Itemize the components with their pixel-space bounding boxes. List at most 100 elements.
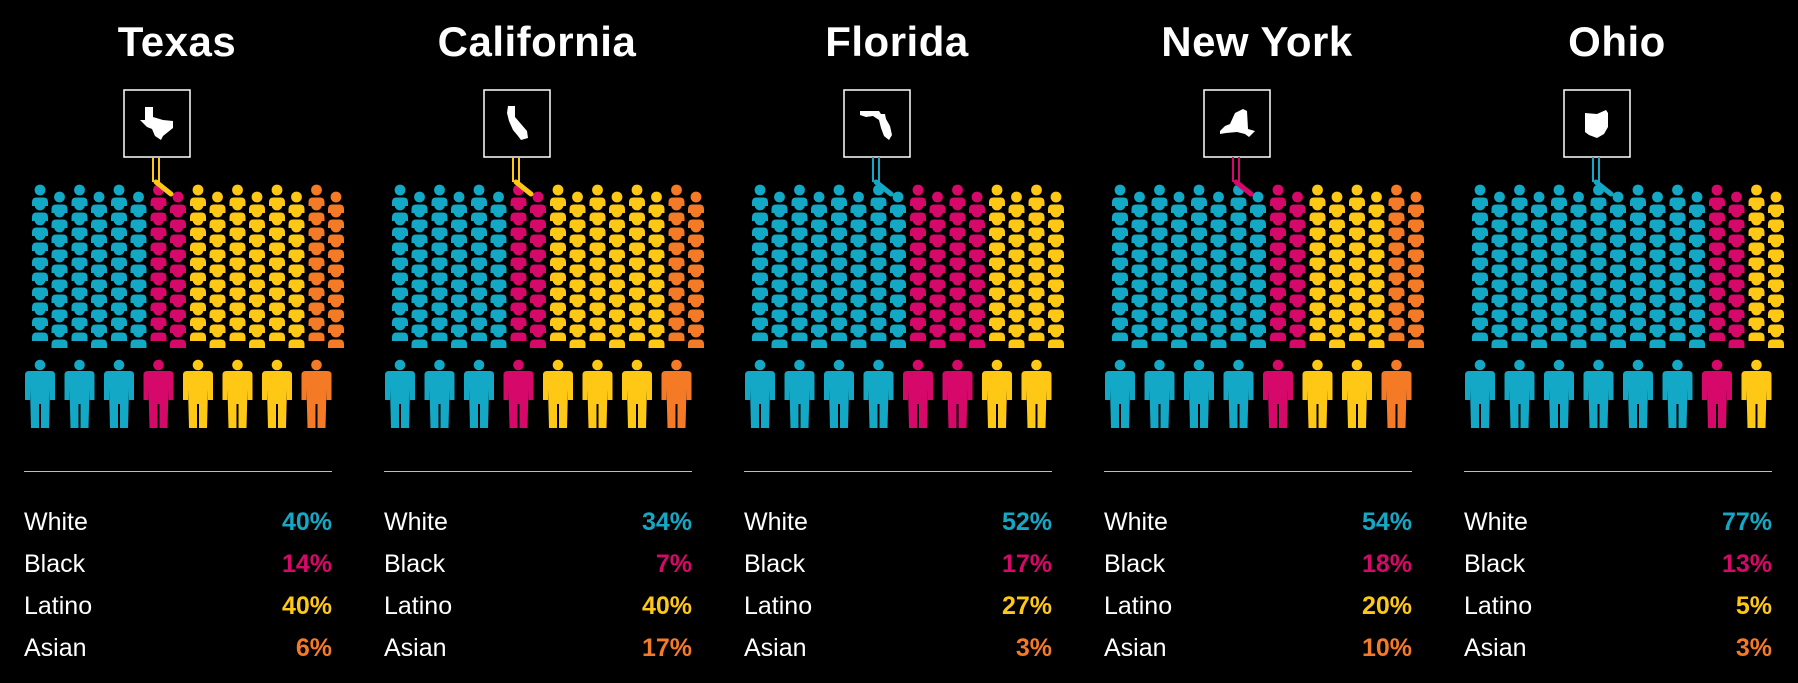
crowd-rows [32,184,344,348]
crowd-figure [451,326,467,348]
category-label: Black [24,550,86,578]
percentage-value: 18% [1361,550,1412,578]
person-figure [104,359,134,428]
crowd-figure [1270,319,1286,341]
person-figure [1021,359,1052,428]
crowd-figure [589,319,606,341]
stat-row-black: Black 13% [1464,550,1772,584]
stat-row-latino: Latino 5% [1464,592,1772,626]
person-figure [143,359,174,428]
person-figure [1263,359,1293,428]
crowd-figure [1289,326,1306,348]
crowd-figure [1630,319,1646,341]
stat-row-asian: Asian 17% [384,634,692,668]
percentage-value: 3% [1015,634,1052,662]
person-figure [1623,359,1653,428]
category-label: White [384,508,448,536]
category-label: White [744,508,808,536]
crowd-figure [949,319,966,341]
person-figure [543,359,573,428]
category-label: Asian [1464,634,1527,662]
percentage-value: 7% [655,550,692,578]
crowd-rows [752,184,1064,348]
crowd-figure [328,326,344,348]
crowd-figure [471,319,487,341]
stat-row-latino: Latino 27% [744,592,1052,626]
person-figure [1184,359,1214,428]
crowd-figure [629,319,645,341]
state-panel-california: California White 34% Black 7% Latino 40% Asian 1… [382,0,704,683]
state-panel-texas: Texas White 40% Black 14% Latino 40% Asian 6% [22,0,344,683]
person-figure [942,359,973,428]
crowd-figure [771,326,788,348]
stat-row-asian: Asian 10% [1104,634,1412,668]
divider [384,471,692,472]
person-figure [863,359,894,428]
crowd-pictograph [1105,89,1424,428]
crowd-figure [249,326,265,348]
crowd-figure [1551,319,1567,341]
crowd-figure [1388,319,1405,341]
person-figure [1342,359,1372,428]
person-figure [1381,359,1412,428]
crowd-figure [1669,319,1686,341]
crowd-figure [569,326,586,348]
stat-row-latino: Latino 40% [384,592,692,626]
crowd-pictograph [1465,89,1784,428]
category-label: White [24,508,88,536]
state-title: Ohio [1568,18,1666,65]
stat-row-white: White 77% [1464,508,1772,542]
category-label: Latino [1464,592,1533,620]
state-sign [843,89,911,197]
crowd-figure [1028,319,1045,341]
percentage-value: 3% [1735,634,1772,662]
percentage-value: 77% [1721,508,1772,536]
crowd-figure [209,326,226,348]
crowd-figure [1048,326,1064,348]
crowd-figure [811,326,827,348]
front-row-figures [385,359,692,428]
category-label: Asian [744,634,807,662]
crowd-figure [1511,319,1528,341]
crowd-figure [1472,319,1488,341]
person-figure [464,359,494,428]
crowd-figure [1531,326,1547,348]
person-figure [582,359,613,428]
california-outline-icon [507,106,528,140]
crowd-figure [1131,326,1148,348]
stat-row-white: White 40% [24,508,332,542]
crowd-rows [1472,184,1784,348]
percentage-value: 54% [1361,508,1412,536]
front-row-figures [1105,359,1412,428]
crowd-figure [831,319,847,341]
stat-row-black: Black 18% [1104,550,1412,584]
state-panel-ohio: Ohio White 77% Black 13% Latino 5% Asian 3% [1462,0,1784,683]
person-figure [64,359,95,428]
new-york-outline-icon [1220,109,1255,137]
percentage-value: 17% [641,634,692,662]
crowd-figure [431,319,448,341]
person-figure [1741,359,1772,428]
front-row-figures [25,359,332,428]
percentage-value: 40% [281,592,332,620]
crowd-figure [71,319,88,341]
person-figure [262,359,292,428]
crowd-figure [229,319,246,341]
crowd-figure [170,326,186,348]
front-row-figures [1465,359,1772,428]
stat-row-asian: Asian 3% [1464,634,1772,668]
person-figure [1583,359,1614,428]
crowd-figure [989,319,1005,341]
crowd-figure [1590,319,1607,341]
crowd-figure [890,326,906,348]
stat-row-white: White 34% [384,508,692,542]
crowd-figure [550,319,566,341]
ohio-outline-icon [1585,110,1608,138]
crowd-figure [288,326,305,348]
crowd-figure [1709,319,1725,341]
crowd-figure [530,326,546,348]
stat-row-black: Black 14% [24,550,332,584]
crowd-figure [150,319,167,341]
crowd-figure [752,319,768,341]
state-sign [483,89,551,197]
